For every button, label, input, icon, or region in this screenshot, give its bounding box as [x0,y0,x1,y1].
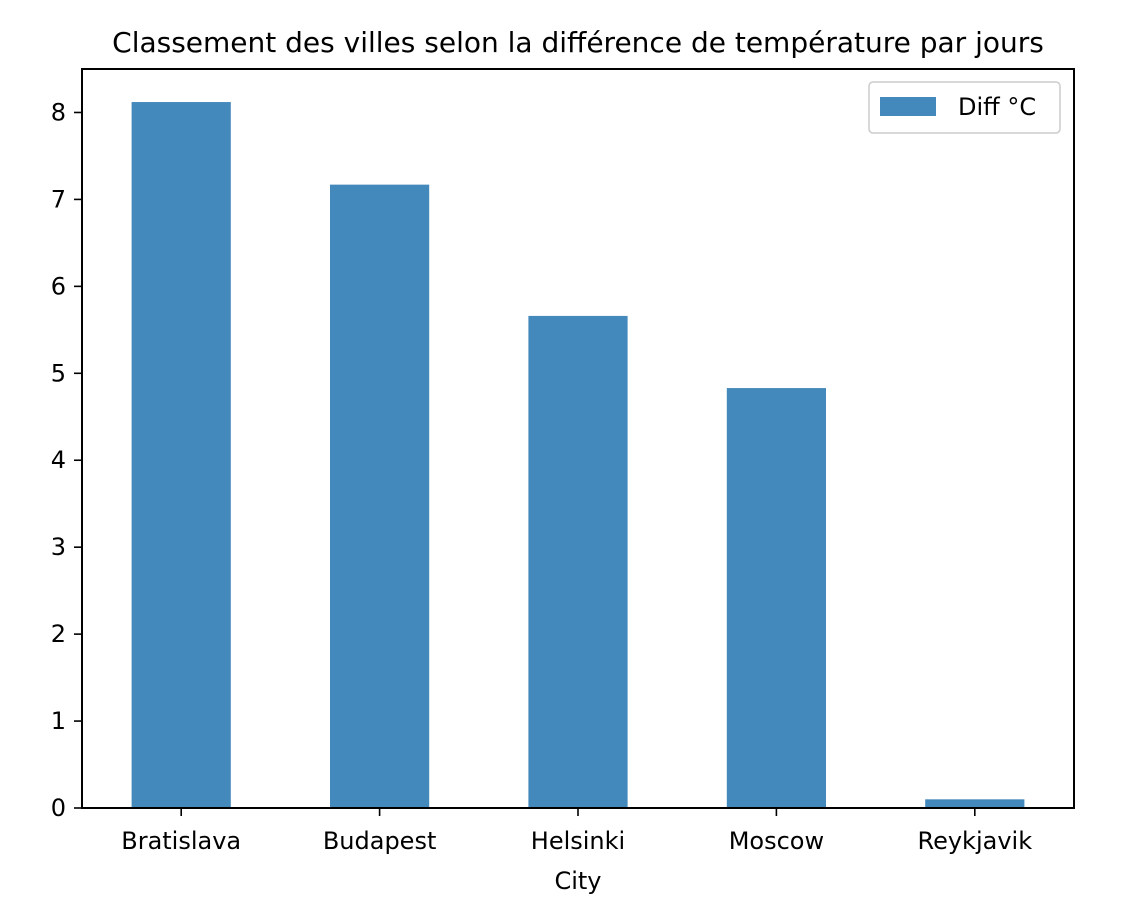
bar-reykjavik [925,799,1025,808]
y-tick-label: 7 [51,185,66,213]
bar-bratislava [131,102,231,809]
y-tick-label: 4 [51,446,66,474]
legend-label-diff: Diff °C [958,93,1036,121]
y-tick-label: 3 [51,533,66,561]
y-tick-label: 2 [51,620,66,648]
x-axis: Bratislava Budapest Helsinki Moscow Reykjavi… [121,808,1032,855]
y-tick-label: 8 [51,98,66,126]
y-tick-label: 0 [51,794,66,822]
bars-layer [131,102,1025,809]
bar-budapest [330,184,430,808]
y-tick-label: 6 [51,272,66,300]
bar-helsinki [528,315,628,808]
x-tick-label-budapest: Budapest [323,827,437,855]
x-tick-label-helsinki: Helsinki [531,827,625,855]
legend-swatch [880,97,936,116]
x-tick-label-reykjavik: Reykjavik [917,827,1032,855]
plot-frame [81,68,1075,809]
x-tick-label-bratislava: Bratislava [121,827,241,855]
chart-title: Classement des villes selon la différenc… [112,26,1044,59]
x-axis-label: City [554,867,601,895]
y-tick-label: 1 [51,707,66,735]
y-axis: 0 1 2 3 4 5 6 7 8 [51,98,82,822]
x-tick-label-moscow: Moscow [729,827,824,855]
bar-moscow [726,388,826,808]
y-tick-label: 5 [51,359,66,387]
legend: Diff °C [868,81,1061,134]
legend-frame [868,81,1061,134]
